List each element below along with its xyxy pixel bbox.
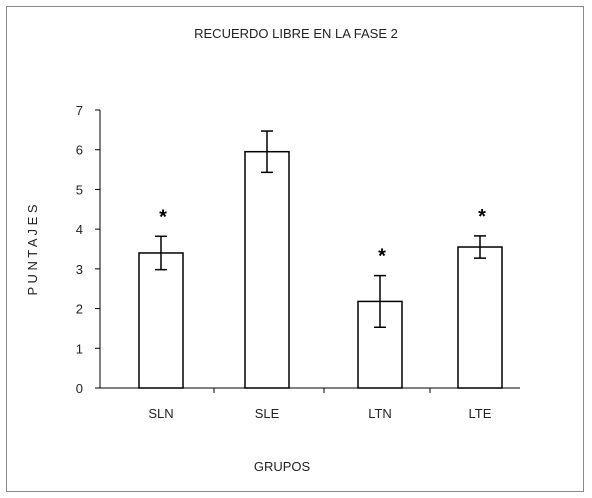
y-tick-label: 3 [76, 262, 83, 277]
x-axis-label: GRUPOS [254, 459, 311, 474]
x-tick-label-sle: SLE [255, 406, 280, 421]
x-tick-label-sln: SLN [148, 406, 173, 421]
y-axis-label-group: P U N T A J E S [25, 204, 40, 295]
significance-marker-ltn: * [378, 246, 386, 268]
x-tick-label-lte: LTE [469, 406, 492, 421]
bar-sle [244, 150, 290, 389]
y-tick-label: 0 [76, 381, 83, 396]
bar-lte [457, 246, 503, 389]
bar-sln [138, 252, 184, 389]
y-tick-label: 7 [76, 103, 83, 118]
y-tick-label: 4 [76, 222, 83, 237]
y-axis-label: P U N T A J E S [25, 204, 40, 295]
significance-marker-sln: * [159, 206, 167, 228]
y-tick-label: 5 [76, 182, 83, 197]
chart-title: RECUERDO LIBRE EN LA FASE 2 [194, 26, 398, 41]
y-tick-label: 6 [76, 143, 83, 158]
significance-marker-lte: * [478, 206, 486, 228]
y-tick-label: 2 [76, 302, 83, 317]
y-tick-label: 1 [76, 341, 83, 356]
x-tick-label-ltn: LTN [368, 406, 392, 421]
bars-group: * SLN SLE * LTN * LTE [138, 130, 503, 421]
